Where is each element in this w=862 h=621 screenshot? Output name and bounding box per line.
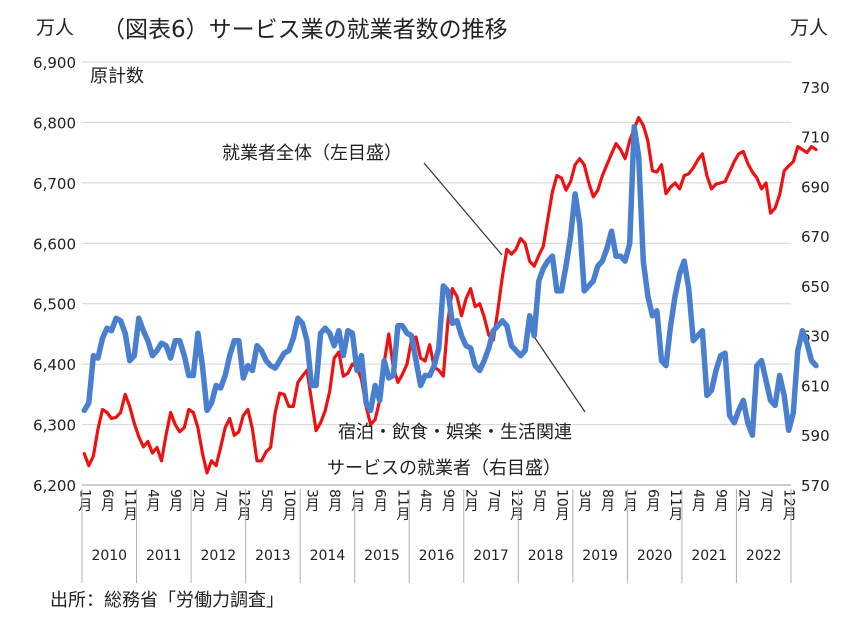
x-month-tick-label: 2月 <box>463 489 479 513</box>
x-month-tick-label: 12月 <box>508 489 524 522</box>
year-label: 2017 <box>473 548 509 564</box>
x-month-tick-label: 9月 <box>167 489 183 513</box>
y-right-tick-label: 650 <box>801 278 830 296</box>
y-right-tick-label: 610 <box>801 377 830 395</box>
source-note: 出所：総務省「労働力調査」 <box>50 590 284 611</box>
x-month-tick-label: 1月 <box>622 489 638 513</box>
x-month-tick-label: 11月 <box>394 489 410 522</box>
annotation-total-leader <box>423 162 503 256</box>
y-left-tick-label: 6,700 <box>33 175 76 193</box>
y-right-tick-label: 570 <box>801 477 830 495</box>
x-month-tick-label: 7月 <box>213 489 229 513</box>
y-left-tick-label: 6,800 <box>33 114 76 132</box>
series-lines <box>81 115 819 475</box>
annotation-service-line2: サービスの就業者（右目盛） <box>327 458 561 479</box>
x-month-tick-label: 9月 <box>713 489 729 513</box>
y-left-tick-label: 6,900 <box>33 54 76 72</box>
annotation-total: 就業者全体（左目盛） <box>222 143 402 164</box>
year-label: 2010 <box>91 548 127 564</box>
x-month-tick-label: 1月 <box>349 489 365 513</box>
annotation-service-line1: 宿泊・飲食・娯楽・生活関連 <box>338 422 572 443</box>
year-label: 2019 <box>582 548 618 564</box>
x-month-tick-label: 11月 <box>122 489 138 522</box>
x-axis: 1月 6月 11月 4月 9月 2月 7月 12月 5月 10月 3月 8月 1月 6月 11月 4月 9月 2月… <box>76 489 797 583</box>
year-label: 2018 <box>528 548 564 564</box>
x-month-tick-label: 12月 <box>781 489 797 522</box>
left-unit-label: 万人 <box>36 17 74 39</box>
left-axis-ticks: 6,200 6,300 6,400 6,500 6,600 6,700 6,800 6,900 <box>33 54 76 495</box>
x-month-tick-label: 8月 <box>599 489 615 513</box>
x-month-tick-label: 10月 <box>553 489 569 522</box>
year-label: 2014 <box>310 548 346 564</box>
y-right-tick-label: 670 <box>801 228 830 246</box>
year-label: 2011 <box>146 548 182 564</box>
y-right-tick-label: 730 <box>801 79 830 97</box>
x-month-tick-label: 4月 <box>417 489 433 513</box>
x-month-tick-label: 10月 <box>281 489 297 522</box>
annotation-service-leader <box>534 337 586 413</box>
year-label: 2015 <box>364 548 400 564</box>
y-right-tick-label: 590 <box>801 427 830 445</box>
chart-title: （図表6）サービス業の就業者数の推移 <box>102 17 508 43</box>
x-month-tick-label: 5月 <box>531 489 547 513</box>
year-label: 2012 <box>201 548 237 564</box>
y-left-tick-label: 6,500 <box>33 296 76 314</box>
x-month-tick-label: 2月 <box>190 489 206 513</box>
x-month-tick-label: 6月 <box>99 489 115 513</box>
year-label: 2021 <box>691 548 727 564</box>
x-month-tick-label: 6月 <box>372 489 388 513</box>
x-month-tick-label: 8月 <box>326 489 342 513</box>
x-month-tick-label: 5月 <box>258 489 274 513</box>
x-month-tick-label: 4月 <box>144 489 160 513</box>
x-month-tick-label: 1月 <box>76 489 92 513</box>
right-unit-label: 万人 <box>790 17 828 39</box>
subtitle: 原計数 <box>90 66 144 87</box>
x-month-tick-label: 3月 <box>304 489 320 513</box>
year-label: 2022 <box>746 548 782 564</box>
x-month-tick-label: 3月 <box>576 489 592 513</box>
x-month-tick-label: 4月 <box>690 489 706 513</box>
x-month-tick-label: 6月 <box>644 489 660 513</box>
year-label: 2016 <box>419 548 455 564</box>
x-month-tick-label: 9月 <box>440 489 456 513</box>
series-line-services <box>81 123 819 438</box>
y-left-tick-label: 6,400 <box>33 356 76 374</box>
year-label: 2013 <box>255 548 291 564</box>
y-left-tick-label: 6,600 <box>33 235 76 253</box>
x-month-tick-label: 2月 <box>735 489 751 513</box>
x-month-tick-label: 7月 <box>485 489 501 513</box>
year-label: 2020 <box>637 548 673 564</box>
x-month-tick-label: 11月 <box>667 489 683 522</box>
y-right-tick-label: 690 <box>801 178 830 196</box>
x-month-tick-label: 7月 <box>758 489 774 513</box>
y-right-tick-label: 710 <box>801 129 830 147</box>
x-month-tick-label: 12月 <box>235 489 251 522</box>
y-left-tick-label: 6,200 <box>33 477 76 495</box>
y-left-tick-label: 6,300 <box>33 417 76 435</box>
